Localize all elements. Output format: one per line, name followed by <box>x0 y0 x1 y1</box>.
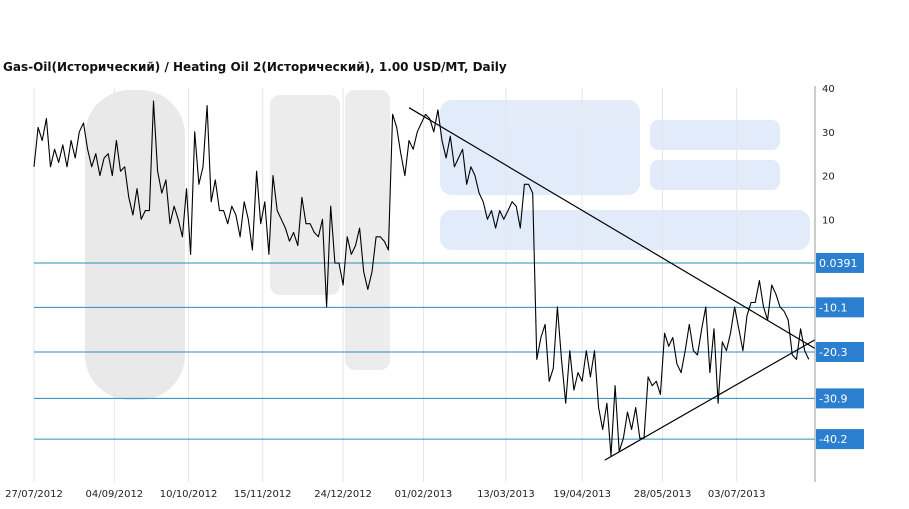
series-layer <box>33 100 810 457</box>
series-line <box>33 100 810 457</box>
chart-title: Gas-Oil(Исторический) / Heating Oil 2(Ис… <box>3 60 507 74</box>
x-tick-label: 15/11/2012 <box>234 489 292 500</box>
x-tick-label: 01/02/2013 <box>395 489 453 500</box>
x-tick-label: 13/03/2013 <box>477 489 535 500</box>
label-layer: 0.0391 -10.1 -20.3 -30.9 -40.2 <box>816 252 864 450</box>
x-tick-label: 28/05/2013 <box>634 489 692 500</box>
level-label: -40.2 <box>819 433 847 446</box>
x-tick-label: 19/04/2013 <box>553 489 611 500</box>
level-layer <box>34 262 815 440</box>
watermark-logo <box>85 90 810 400</box>
trend-line <box>408 107 816 349</box>
y-tick-label: 30 <box>822 128 835 139</box>
level-label: -10.1 <box>819 301 847 314</box>
x-tick-label: 04/09/2012 <box>86 489 144 500</box>
x-tick-label: 24/12/2012 <box>314 489 372 500</box>
level-label: 0.0391 <box>819 257 858 270</box>
x-tick-label: 03/07/2013 <box>708 489 766 500</box>
y-tick-label: 40 <box>822 84 835 95</box>
level-label: -20.3 <box>819 346 847 359</box>
x-tick-label: 27/07/2012 <box>5 489 63 500</box>
trend-line <box>604 339 816 461</box>
level-label-box <box>816 388 864 409</box>
level-label-box <box>816 429 864 450</box>
level-label-box <box>816 252 864 273</box>
level-label-box <box>816 297 864 318</box>
y-tick-label: 10 <box>822 215 835 226</box>
x-tick-label: 10/10/2012 <box>160 489 218 500</box>
trend-layer <box>408 107 816 461</box>
level-label-box <box>816 341 864 362</box>
level-label: -30.9 <box>819 392 847 405</box>
xtick-layer: 27/07/2012 04/09/2012 10/10/2012 15/11/2012… <box>5 489 765 500</box>
y-tick-label: 20 <box>822 172 835 183</box>
ytick-layer: 10 20 30 40 <box>822 84 835 226</box>
